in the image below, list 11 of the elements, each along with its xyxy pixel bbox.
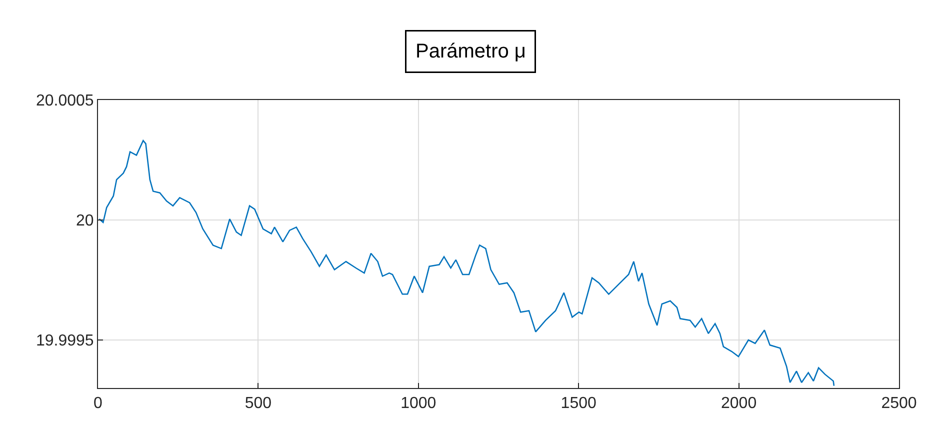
line-series [98, 140, 835, 386]
x-tick-label: 1000 [400, 395, 436, 412]
chart-title: Parámetro μ [416, 40, 526, 62]
x-tick-label: 500 [244, 395, 272, 412]
y-tick-label: 20 [76, 212, 94, 230]
x-tick-label: 2000 [721, 395, 757, 412]
y-tick-label: 20.0005 [36, 92, 94, 110]
x-tick-label: 0 [94, 395, 103, 412]
x-tick-label: 1500 [560, 395, 596, 412]
x-tick-label: 2500 [881, 395, 917, 412]
y-tick-label: 19.9995 [36, 332, 94, 350]
